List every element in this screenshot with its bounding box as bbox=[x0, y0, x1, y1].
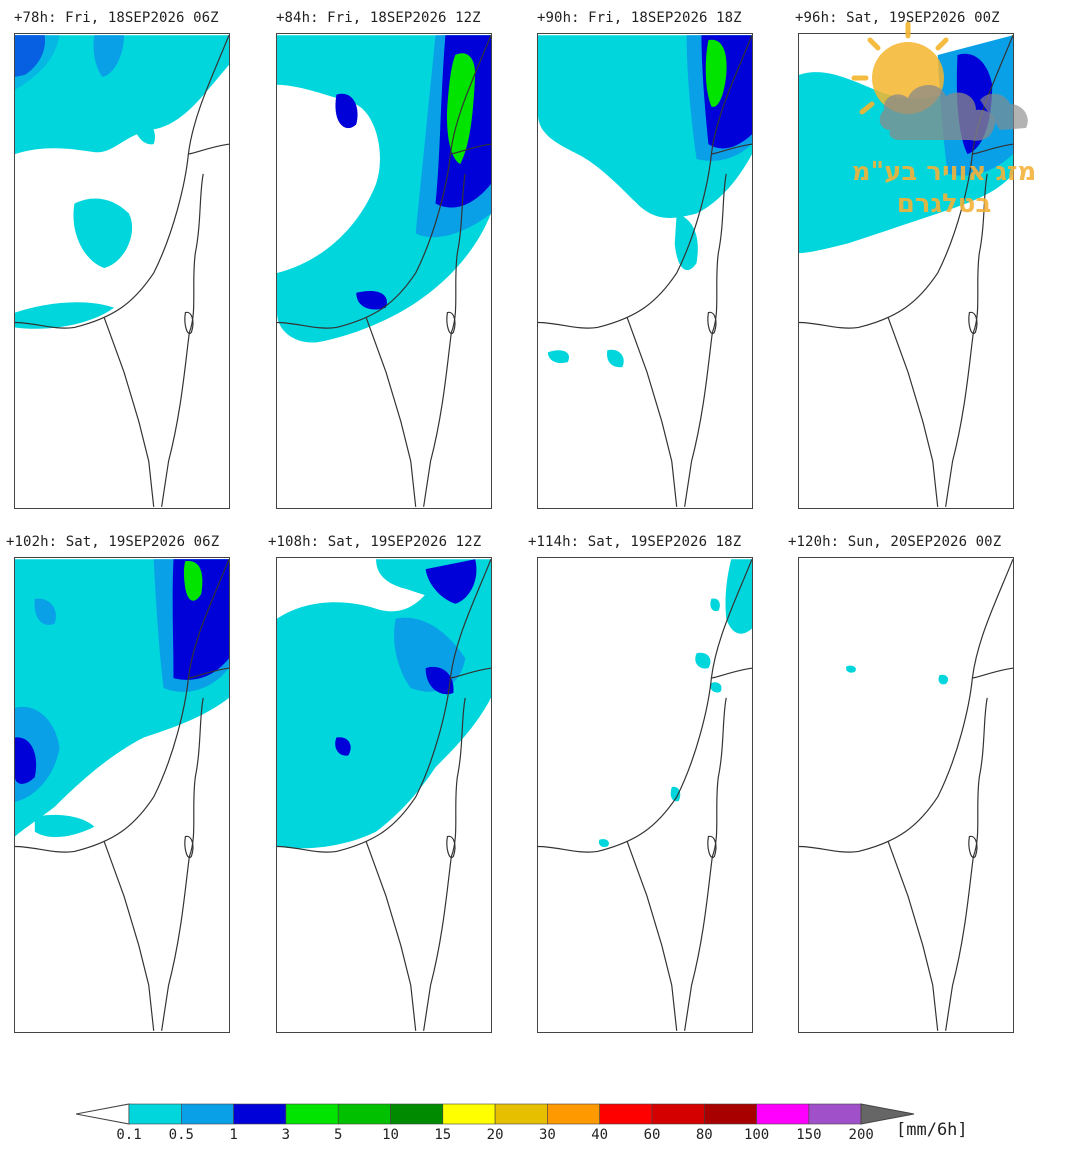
geo-outline bbox=[15, 558, 229, 1031]
precip-field bbox=[598, 559, 752, 848]
panel-title-90h: +90h: Fri, 18SEP2026 18Z bbox=[537, 10, 742, 26]
colorbar-upper-arrow bbox=[860, 1103, 915, 1125]
colorbar-box-13 bbox=[808, 1103, 862, 1125]
precip-field bbox=[538, 35, 752, 368]
colorbar-boxes bbox=[128, 1103, 862, 1125]
geo-outline bbox=[538, 34, 752, 507]
geo-outline bbox=[799, 558, 1013, 1031]
colorbar-tick-label: 80 bbox=[695, 1127, 713, 1143]
precip-field bbox=[277, 559, 491, 849]
map-panel-114h bbox=[537, 557, 753, 1033]
geo-outline bbox=[277, 34, 491, 507]
colorbar-tick-label: 3 bbox=[281, 1127, 291, 1143]
watermark-line1: מזג אוויר בע"מ bbox=[851, 157, 1037, 187]
watermark-line2: בטלגרם bbox=[896, 189, 992, 219]
panel-title-120h: +120h: Sun, 20SEP2026 00Z bbox=[788, 534, 1002, 550]
colorbar-tick-label: 150 bbox=[796, 1127, 822, 1143]
colorbar-tick-label: 30 bbox=[538, 1127, 556, 1143]
geo-outline bbox=[277, 558, 491, 1031]
colorbar-tick-label: 60 bbox=[643, 1127, 661, 1143]
geo-outline bbox=[799, 34, 1013, 507]
colorbar-box-12 bbox=[756, 1103, 810, 1125]
colorbar-tick-label: 1 bbox=[229, 1127, 238, 1143]
colorbar bbox=[76, 1103, 915, 1125]
geo-outline bbox=[15, 34, 229, 507]
map-panel-102h bbox=[14, 557, 230, 1033]
geo-outline bbox=[538, 558, 752, 1031]
colorbar-box-7 bbox=[494, 1103, 548, 1125]
colorbar-tick-label: 0.1 bbox=[116, 1127, 142, 1143]
precip-field bbox=[15, 559, 229, 838]
map-panel-78h bbox=[14, 33, 230, 509]
colorbar-lower-arrow bbox=[76, 1103, 130, 1125]
colorbar-tick-label: 15 bbox=[434, 1127, 452, 1143]
map-panel-90h bbox=[537, 33, 753, 509]
panel-title-78h: +78h: Fri, 18SEP2026 06Z bbox=[14, 10, 219, 26]
watermark-text: מזג אוויר בע"מ בטלגרם bbox=[826, 156, 1062, 220]
colorbar-box-2 bbox=[233, 1103, 287, 1125]
precip-field bbox=[277, 35, 491, 343]
precip-field bbox=[15, 35, 229, 329]
precip-field bbox=[846, 665, 949, 685]
colorbar-box-10 bbox=[651, 1103, 705, 1125]
colorbar-box-0 bbox=[128, 1103, 182, 1125]
colorbar-tick-label: 100 bbox=[743, 1127, 770, 1143]
colorbar-box-8 bbox=[547, 1103, 600, 1125]
colorbar-tick-label: 20 bbox=[486, 1127, 504, 1143]
colorbar-box-11 bbox=[703, 1103, 757, 1125]
panel-title-108h: +108h: Sat, 19SEP2026 12Z bbox=[268, 534, 482, 550]
map-panel-120h bbox=[798, 557, 1014, 1033]
colorbar-box-3 bbox=[285, 1103, 339, 1125]
colorbar-box-4 bbox=[337, 1103, 391, 1125]
colorbar-tick-label: 5 bbox=[333, 1127, 343, 1143]
colorbar-tick-label: 200 bbox=[848, 1127, 874, 1143]
colorbar-box-9 bbox=[599, 1103, 653, 1125]
panel-title-114h: +114h: Sat, 19SEP2026 18Z bbox=[528, 534, 742, 550]
colorbar-tick-label: 40 bbox=[591, 1127, 609, 1143]
colorbar-box-5 bbox=[390, 1103, 444, 1125]
panel-title-102h: +102h: Sat, 19SEP2026 06Z bbox=[6, 534, 220, 550]
sun-cloud-logo-icon bbox=[851, 21, 1028, 141]
colorbar-box-6 bbox=[442, 1103, 496, 1125]
colorbar-tick-label: 0.5 bbox=[168, 1127, 194, 1143]
colorbar-unit: [mm/6h] bbox=[896, 1120, 968, 1140]
colorbar-tick-label: 10 bbox=[382, 1127, 399, 1143]
colorbar-box-1 bbox=[181, 1103, 234, 1125]
map-panel-108h bbox=[276, 557, 492, 1033]
panel-title-84h: +84h: Fri, 18SEP2026 12Z bbox=[276, 10, 481, 26]
panel-title-96h: +96h: Sat, 19SEP2026 00Z bbox=[795, 10, 1000, 26]
map-panel-84h bbox=[276, 33, 492, 509]
